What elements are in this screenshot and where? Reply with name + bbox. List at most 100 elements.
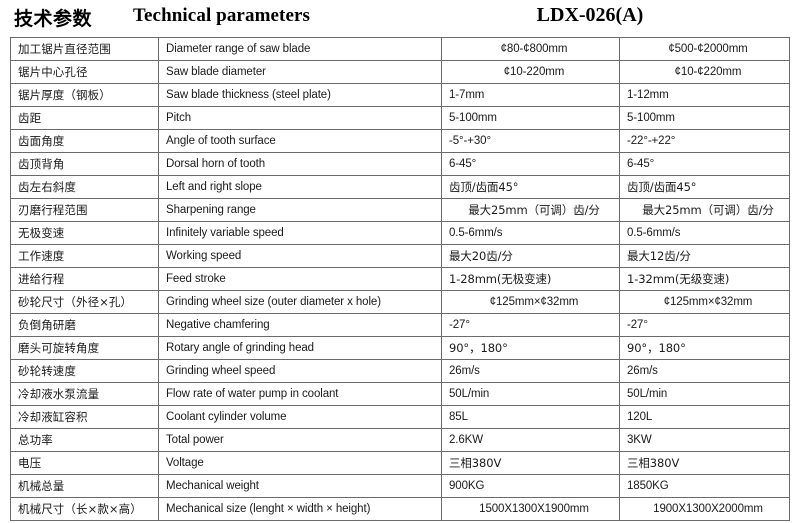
param-name-cn: 齿面角度 [10, 129, 159, 153]
param-name-en: Total power [158, 428, 442, 452]
param-name-cn: 进给行程 [10, 267, 159, 291]
param-value-model-1: ¢10-220mm [441, 60, 620, 84]
table-row: 齿距 Pitch 5-100mm 5-100mm [10, 106, 790, 130]
table-row: 无极变速 Infinitely variable speed 0.5-6mm/s 0.… [10, 221, 790, 245]
param-value-model-2: 三相380V [619, 451, 790, 475]
param-value-model-1: 50L/min [441, 382, 620, 406]
param-name-en: Diameter range of saw blade [158, 37, 442, 61]
param-name-cn: 齿左右斜度 [10, 175, 159, 199]
param-value-model-1: 0.5-6mm/s [441, 221, 620, 245]
param-value-model-2: 5-100mm [619, 106, 790, 130]
page-title-cn: 技术参数 [14, 8, 93, 30]
param-value-model-2: 26m/s [619, 359, 790, 383]
param-value-model-2: 90°，180° [619, 336, 790, 360]
table-row: 负倒角研磨 Negative chamfering -27° -27° [10, 313, 790, 337]
param-value-model-2: 1-12mm [619, 83, 790, 107]
param-name-en: Saw blade diameter [158, 60, 442, 84]
param-name-cn: 锯片中心孔径 [10, 60, 159, 84]
param-value-model-2: 齿顶/齿面45° [619, 175, 790, 199]
param-name-en: Working speed [158, 244, 442, 268]
table-row: 加工锯片直径范围 Diameter range of saw blade ¢80-¢… [10, 37, 790, 61]
page-title-en: Technical parameters [133, 5, 311, 26]
param-name-cn: 负倒角研磨 [10, 313, 159, 337]
param-name-cn: 刃磨行程范围 [10, 198, 159, 222]
param-value-model-2: -22°-+22° [619, 129, 790, 153]
param-value-model-1: -5°-+30° [441, 129, 620, 153]
param-name-en: Infinitely variable speed [158, 221, 442, 245]
table-row: 总功率 Total power 2.6KW 3KW [10, 428, 790, 452]
param-value-model-2: ¢500-¢2000mm [619, 37, 790, 61]
param-value-model-1: 6-45° [441, 152, 620, 176]
param-name-cn: 机械尺寸（长×款×高） [10, 497, 159, 521]
param-value-model-1: ¢80-¢800mm [441, 37, 620, 61]
param-value-model-1: 26m/s [441, 359, 620, 383]
param-value-model-2: 6-45° [619, 152, 790, 176]
param-name-en: Rotary angle of grinding head [158, 336, 442, 360]
param-value-model-1: 1-7mm [441, 83, 620, 107]
table-row: 工作速度 Working speed 最大20齿/分 最大12齿/分 [10, 244, 790, 268]
param-value-model-2: 最大25mm（可调）齿/分 [619, 198, 790, 222]
param-name-en: Flow rate of water pump in coolant [158, 382, 442, 406]
param-name-cn: 冷却液缸容积 [10, 405, 159, 429]
table-row: 锯片厚度（钢板） Saw blade thickness (steel plate… [10, 83, 790, 107]
param-name-cn: 工作速度 [10, 244, 159, 268]
table-row: 砂轮尺寸（外径×孔） Grinding wheel size (outer dia… [10, 290, 790, 314]
param-value-model-1: 900KG [441, 474, 620, 498]
table-row: 齿面角度 Angle of tooth surface -5°-+30° -22°-+… [10, 129, 790, 153]
param-value-model-1: 85L [441, 405, 620, 429]
param-value-model-2: 3KW [619, 428, 790, 452]
param-value-model-2: ¢125mm×¢32mm [619, 290, 790, 314]
table-row: 刃磨行程范围 Sharpening range 最大25mm（可调）齿/分 最大25m… [10, 198, 790, 222]
param-name-en: Mechanical weight [158, 474, 442, 498]
page-header: 技术参数 Technical parameters LDX-026(A) [0, 0, 800, 36]
param-name-cn: 无极变速 [10, 221, 159, 245]
table-row: 机械尺寸（长×款×高） Mechanical size (lenght × wid… [10, 497, 790, 521]
param-name-cn: 电压 [10, 451, 159, 475]
spec-table-container: 加工锯片直径范围 Diameter range of saw blade ¢80-¢… [10, 37, 790, 521]
table-row: 电压 Voltage 三相380V 三相380V [10, 451, 790, 475]
param-name-cn: 机械总量 [10, 474, 159, 498]
param-name-en: Dorsal horn of tooth [158, 152, 442, 176]
table-row: 磨头可旋转角度 Rotary angle of grinding head 90°，… [10, 336, 790, 360]
param-name-cn: 总功率 [10, 428, 159, 452]
param-name-cn: 磨头可旋转角度 [10, 336, 159, 360]
param-value-model-1: 最大20齿/分 [441, 244, 620, 268]
param-name-cn: 齿顶背角 [10, 152, 159, 176]
param-value-model-1: ¢125mm×¢32mm [441, 290, 620, 314]
param-value-model-1: 齿顶/齿面45° [441, 175, 620, 199]
param-value-model-2: 最大12齿/分 [619, 244, 790, 268]
param-value-model-1: -27° [441, 313, 620, 337]
table-row: 锯片中心孔径 Saw blade diameter ¢10-220mm ¢10-¢22… [10, 60, 790, 84]
param-name-en: Grinding wheel size (outer diameter x ho… [158, 290, 442, 314]
param-value-model-2: 120L [619, 405, 790, 429]
param-name-en: Sharpening range [158, 198, 442, 222]
param-value-model-2: 1-32mm(无级变速) [619, 267, 790, 291]
table-row: 齿左右斜度 Left and right slope 齿顶/齿面45° 齿顶/齿面45… [10, 175, 790, 199]
param-value-model-2: ¢10-¢220mm [619, 60, 790, 84]
param-value-model-2: 50L/min [619, 382, 790, 406]
param-value-model-1: 2.6KW [441, 428, 620, 452]
param-name-en: Coolant cylinder volume [158, 405, 442, 429]
param-value-model-2: 0.5-6mm/s [619, 221, 790, 245]
param-value-model-1: 三相380V [441, 451, 620, 475]
param-name-cn: 冷却液水泵流量 [10, 382, 159, 406]
param-name-en: Angle of tooth surface [158, 129, 442, 153]
param-value-model-1: 1500X1300X1900mm [441, 497, 620, 521]
param-name-en: Grinding wheel speed [158, 359, 442, 383]
param-name-cn: 齿距 [10, 106, 159, 130]
param-name-en: Negative chamfering [158, 313, 442, 337]
param-name-cn: 加工锯片直径范围 [10, 37, 159, 61]
param-name-en: Mechanical size (lenght × width × height… [158, 497, 442, 521]
table-row: 冷却液水泵流量 Flow rate of water pump in coolan… [10, 382, 790, 406]
table-row: 齿顶背角 Dorsal horn of tooth 6-45° 6-45° [10, 152, 790, 176]
param-value-model-1: 5-100mm [441, 106, 620, 130]
spec-table-body: 加工锯片直径范围 Diameter range of saw blade ¢80-¢… [10, 37, 790, 521]
param-value-model-1: 90°，180° [441, 336, 620, 360]
param-name-en: Feed stroke [158, 267, 442, 291]
param-value-model-2: 1850KG [619, 474, 790, 498]
spec-table: 加工锯片直径范围 Diameter range of saw blade ¢80-¢… [10, 37, 790, 521]
table-row: 砂轮转速度 Grinding wheel speed 26m/s 26m/s [10, 359, 790, 383]
table-row: 冷却液缸容积 Coolant cylinder volume 85L 120L [10, 405, 790, 429]
param-value-model-1: 1-28mm(无极变速) [441, 267, 620, 291]
